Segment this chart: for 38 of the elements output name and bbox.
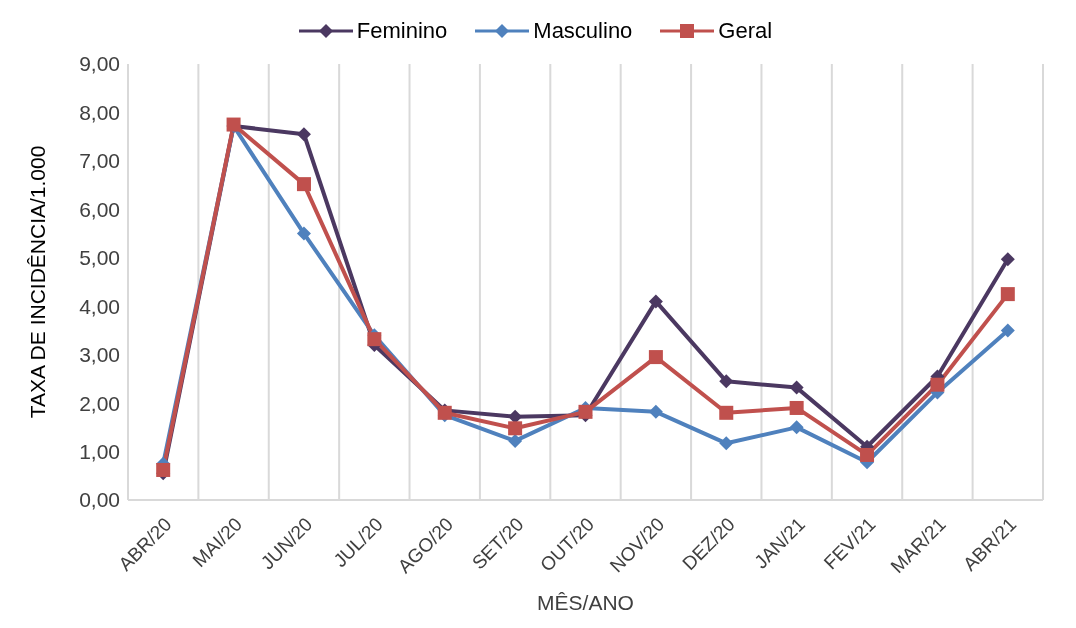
- point: [648, 404, 663, 419]
- y-tick-label: 0,00: [79, 488, 120, 512]
- y-tick-label: 8,00: [79, 100, 120, 124]
- point: [789, 380, 804, 395]
- y-tick-label: 6,00: [79, 197, 120, 221]
- point: [789, 400, 804, 415]
- point: [860, 447, 875, 462]
- y-tick-label: 4,00: [79, 294, 120, 318]
- point: [719, 374, 734, 389]
- point: [156, 462, 171, 477]
- point: [789, 420, 804, 435]
- y-tick-label: 3,00: [79, 343, 120, 367]
- point: [508, 409, 523, 424]
- point: [296, 226, 311, 241]
- point: [930, 377, 945, 392]
- y-tick-label: 9,00: [79, 52, 120, 76]
- point: [1000, 287, 1015, 302]
- x-axis-title: MÊS/ANO: [537, 591, 634, 614]
- point: [508, 421, 523, 436]
- y-tick-label: 2,00: [79, 391, 120, 415]
- point: [367, 332, 382, 347]
- y-axis-title: TAXA DE INCIDÊNCIA/1.000: [26, 145, 50, 419]
- point: [1000, 252, 1015, 267]
- point: [296, 127, 311, 142]
- point: [508, 433, 523, 448]
- legend-label: Geral: [718, 18, 773, 44]
- y-tick-label: 7,00: [79, 149, 120, 173]
- point: [1000, 323, 1015, 338]
- point: [719, 436, 734, 451]
- y-tick-label: 5,00: [79, 246, 120, 270]
- legend-label: Masculino: [533, 18, 633, 44]
- point: [578, 404, 593, 419]
- point: [719, 405, 734, 420]
- y-tick-label: 1,00: [79, 440, 120, 464]
- legend-label: Feminino: [356, 18, 448, 44]
- point: [648, 294, 663, 309]
- point: [648, 350, 663, 365]
- point: [296, 177, 311, 192]
